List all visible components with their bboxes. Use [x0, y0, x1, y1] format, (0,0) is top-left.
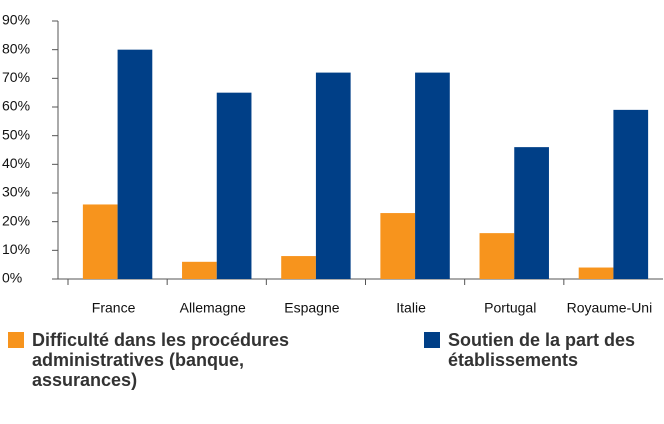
x-tick-label: France [92, 300, 136, 316]
bar [315, 72, 351, 279]
y-tick-label: 80% [2, 40, 30, 56]
chart: 0% 10% 20% 30% 40% 50% 60% 70% 80% 90% France Allem… [2, 12, 663, 316]
bar [514, 147, 549, 279]
x-tick-label: Portugal [484, 300, 536, 316]
y-tick-label: 60% [2, 98, 30, 114]
legend-item: Soutien de la part des établissements [424, 330, 644, 370]
bar [182, 261, 217, 279]
y-tick-label: 0% [2, 270, 22, 286]
x-tick-label: Italie [396, 300, 426, 316]
bar [578, 267, 614, 279]
y-tick-label: 10% [2, 241, 30, 257]
bar [613, 109, 649, 279]
bar [415, 72, 450, 279]
y-tick-label: 40% [2, 155, 30, 171]
y-tick-label: 70% [2, 69, 30, 85]
x-tick-label: Allemagne [180, 300, 246, 316]
legend-label: Soutien de la part des établissements [448, 330, 636, 370]
y-tick-label: 50% [2, 126, 30, 142]
bar [380, 213, 416, 279]
x-tick-label: Royaume-Uni [567, 300, 653, 316]
bar [117, 49, 153, 279]
bar [82, 204, 118, 279]
y-tick-label: 30% [2, 184, 30, 200]
bar [281, 256, 316, 279]
legend-swatch [8, 332, 24, 348]
y-tick-label: 90% [2, 12, 30, 28]
y-tick-label: 20% [2, 212, 30, 228]
bar [216, 92, 252, 280]
legend-item: Difficulté dans les procédures administr… [8, 330, 348, 390]
x-tick-label: Espagne [284, 300, 339, 316]
legend-label: Difficulté dans les procédures administr… [32, 330, 290, 390]
bar [479, 233, 515, 279]
legend-swatch [424, 332, 440, 348]
